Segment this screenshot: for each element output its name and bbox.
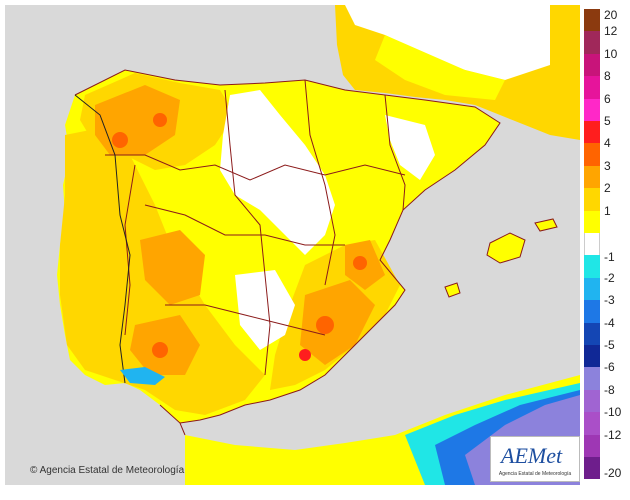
core-granada — [299, 349, 311, 361]
legend-swatch — [584, 121, 600, 144]
temperature-anomaly-map — [5, 5, 580, 485]
legend-swatch — [584, 434, 600, 457]
balearic-menorca — [534, 218, 558, 232]
legend-swatch — [584, 188, 600, 211]
legend-label: -12 — [604, 427, 622, 442]
strait-coast — [159, 404, 186, 436]
legend-swatch — [584, 457, 600, 480]
legend-swatch — [584, 9, 600, 32]
france-white — [345, 5, 550, 80]
hotspot-murcia — [300, 280, 375, 365]
legend-label: 20 — [604, 8, 618, 22]
region-borders — [74, 69, 501, 424]
legend-swatch — [584, 31, 600, 54]
france-yellow — [375, 35, 505, 100]
legend-label: 12 — [604, 24, 618, 39]
legend-swatch — [584, 53, 600, 77]
core-murcia — [316, 316, 334, 334]
legend-label: 10 — [604, 46, 618, 61]
legend-label: 3 — [604, 158, 611, 173]
legend-swatch — [584, 76, 600, 99]
legend-label: 1 — [604, 203, 611, 218]
legend-swatch — [584, 367, 600, 390]
legend-swatch — [584, 322, 600, 345]
legend-swatch — [584, 300, 600, 323]
core-valencia — [353, 256, 367, 270]
color-legend: 20 12 10 8 6 5 4 3 2 1 -1 -2 -3 -4 -5 -6 -8 -10 -12 -20 — [584, 8, 630, 481]
legend-swatch — [584, 98, 600, 121]
legend-label: -5 — [604, 338, 615, 352]
legend-label: -1 — [604, 250, 615, 265]
legend-swatch — [584, 345, 600, 368]
legend-swatch — [584, 255, 600, 278]
legend-label: -4 — [604, 315, 615, 330]
legend-swatch — [584, 143, 600, 166]
legend-swatch — [584, 210, 600, 233]
legend-label: 4 — [604, 136, 611, 151]
legend-swatch-neutral — [584, 233, 600, 256]
logo-name: AEMet — [499, 443, 563, 468]
legend-swatch — [584, 165, 600, 189]
legend-label: 8 — [604, 69, 611, 84]
balearic-mallorca — [486, 232, 526, 264]
legend-label: -6 — [604, 360, 615, 375]
region-neutral-center — [220, 90, 335, 255]
legend-swatch — [584, 277, 600, 301]
region-neutral-northeast — [385, 115, 435, 180]
region-neutral-south — [235, 270, 295, 350]
legend-label: -20 — [604, 466, 622, 481]
legend-label: -8 — [604, 382, 615, 397]
hotspot-extremadura — [140, 230, 205, 305]
copyright-text: © Agencia Estatal de Meteorología — [30, 465, 185, 476]
legend-swatch — [584, 389, 600, 413]
core-galicia — [112, 132, 128, 148]
core-sevilla — [152, 342, 168, 358]
legend-label: 2 — [604, 181, 611, 196]
logo-subtitle: Agencia Estatal de Meteorología — [499, 471, 571, 477]
portugal-border — [74, 94, 131, 384]
balearic-ibiza — [444, 282, 461, 298]
legend-label: 5 — [604, 114, 611, 128]
legend-label: -2 — [604, 270, 615, 285]
core-leon — [153, 113, 167, 127]
legend-label: 6 — [604, 91, 611, 106]
legend-swatch — [584, 412, 600, 435]
cadiz-cold-patch — [120, 367, 165, 385]
aemet-logo: AEMet Agencia Estatal de Meteorología — [490, 436, 580, 482]
legend-label: -3 — [604, 293, 615, 308]
legend-label: -10 — [604, 405, 622, 420]
